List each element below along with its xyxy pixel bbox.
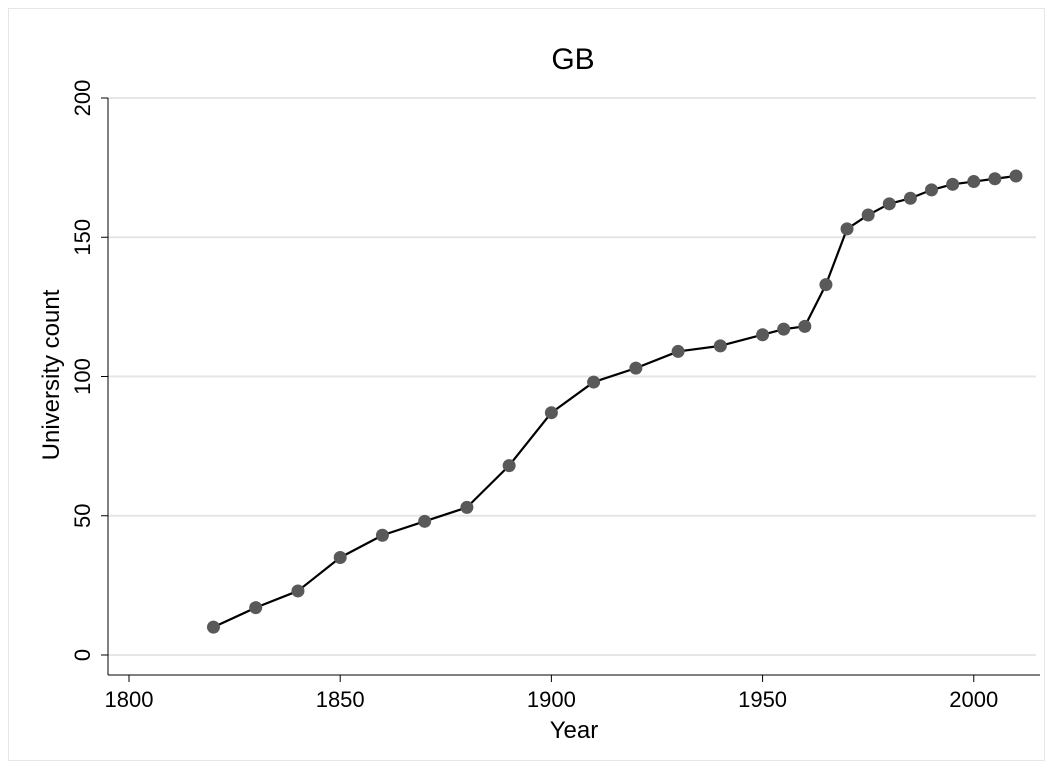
chart-title: GB <box>551 43 594 76</box>
data-point <box>587 375 601 389</box>
data-point <box>903 191 917 205</box>
y-axis-title: University count <box>38 289 65 460</box>
x-axis-title: Year <box>550 717 599 744</box>
data-point <box>988 172 1002 186</box>
x-tick-label: 2000 <box>949 687 998 712</box>
data-point <box>375 528 389 542</box>
data-point <box>882 197 896 211</box>
y-tick-label: 50 <box>70 504 95 528</box>
data-point <box>756 328 770 342</box>
series-line <box>213 174 1017 629</box>
data-point <box>418 514 432 528</box>
data-point <box>713 339 727 353</box>
data-point <box>460 500 474 514</box>
data-point <box>206 620 220 634</box>
x-tick-label: 1800 <box>105 687 154 712</box>
data-point <box>291 584 305 598</box>
chart-frame <box>8 8 1045 761</box>
data-point <box>544 406 558 420</box>
x-tick-label: 1900 <box>527 687 576 712</box>
data-point <box>502 459 516 473</box>
data-point <box>629 361 643 375</box>
data-point <box>798 319 812 333</box>
y-tick-label: 100 <box>70 358 95 395</box>
data-point <box>1009 169 1023 183</box>
y-tick-label: 150 <box>70 219 95 256</box>
y-axis-ticks: 0 50 100 150 200 <box>70 80 108 661</box>
data-point <box>946 177 960 191</box>
data-point <box>861 208 875 222</box>
y-tick-label: 200 <box>70 80 95 117</box>
data-point <box>840 222 854 236</box>
data-point <box>819 278 833 292</box>
data-point <box>967 175 981 189</box>
data-point <box>333 551 347 565</box>
y-tick-label: 0 <box>70 649 95 661</box>
data-point <box>671 344 685 358</box>
x-axis-ticks: 1800 1850 1900 1950 2000 <box>105 675 998 712</box>
gridlines <box>108 97 1036 656</box>
x-tick-label: 1950 <box>738 687 787 712</box>
data-point <box>777 322 791 336</box>
data-point <box>925 183 939 197</box>
x-tick-label: 1850 <box>316 687 365 712</box>
data-point <box>249 601 263 615</box>
series-group <box>206 169 1023 634</box>
